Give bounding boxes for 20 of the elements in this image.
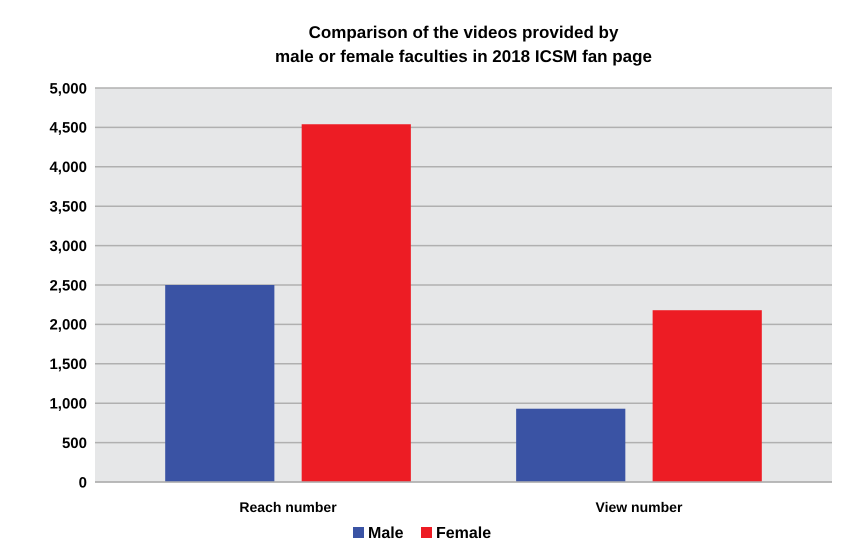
y-tick-label: 4,000 [49,159,87,176]
bar [652,310,762,482]
legend-label: Male [368,525,404,542]
y-tick-label: 1,000 [49,395,87,412]
y-tick-label: 5,000 [49,80,87,98]
y-tick-label: 2,500 [49,277,87,294]
y-tick-label: 3,500 [49,198,87,216]
y-tick-label: 3,000 [49,238,87,255]
y-tick-label: 0 [78,474,87,492]
bar [302,124,411,482]
y-tick-label: 2,000 [49,316,87,334]
bar [165,285,274,482]
y-tick-label: 500 [62,434,87,452]
y-tick-label: 1,500 [49,356,87,374]
chart-title: Comparison of the videos provided by male or female faculties in 2018 ICSM fan page [275,23,652,66]
y-tick-label: 4,500 [49,120,87,137]
x-tick-label: Reach number [239,499,338,515]
x-tick-label: View number [596,499,683,515]
legend-label: Female [436,525,492,542]
bar [516,408,626,482]
